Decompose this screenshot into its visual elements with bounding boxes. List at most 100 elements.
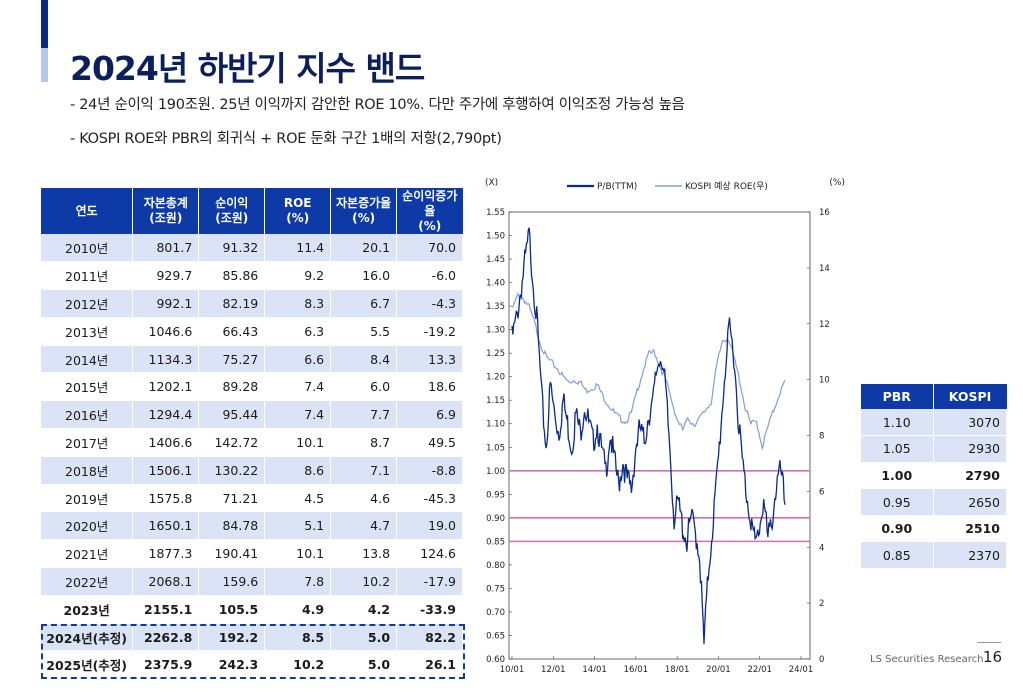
table-cell: 130.22 xyxy=(198,456,266,485)
table-cell: 18.6 xyxy=(396,372,463,402)
left-tick-label: 1.35 xyxy=(486,302,505,312)
left-tick-label: 0.80 xyxy=(486,561,505,571)
table-row: 2012년 992.1 82.19 8.3 6.7 -4.3 xyxy=(41,289,463,318)
left-tick-label: 1.05 xyxy=(486,443,505,453)
left-tick-label: 1.25 xyxy=(486,349,505,359)
table-header: 자본증가율 (%) xyxy=(330,188,398,234)
table-cell: 1650.1 xyxy=(132,511,200,541)
x-tick-label: 12/01 xyxy=(541,665,566,672)
table-row: 2020년 1650.1 84.78 5.1 4.7 19.0 xyxy=(41,511,463,541)
table-row: 2017년 1406.6 142.72 10.1 8.7 49.5 xyxy=(41,428,463,457)
table-cell: 2017년 xyxy=(41,428,134,457)
table-header: 순이익증가율 (%) xyxy=(396,188,463,234)
table-row: 2021년 1877.3 190.41 10.1 13.8 124.6 xyxy=(41,539,463,569)
table-cell: -4.3 xyxy=(396,289,463,318)
table-cell: 2375.9 xyxy=(132,650,200,680)
right-tick-label: 16 xyxy=(819,208,830,218)
left-tick-label: 0.70 xyxy=(486,608,505,618)
table-cell: 929.7 xyxy=(132,261,200,291)
table-cell: 1406.6 xyxy=(132,428,200,457)
side-table-cell: 1.00 xyxy=(861,462,934,490)
x-tick-label: 22/01 xyxy=(747,665,772,672)
right-tick-label: 2 xyxy=(819,599,824,609)
table-cell: 8.7 xyxy=(330,428,398,457)
table-cell: 4.7 xyxy=(330,511,398,541)
side-table-cell: 1.10 xyxy=(861,409,934,437)
table-cell: 5.5 xyxy=(330,317,398,346)
left-tick-label: 0.75 xyxy=(486,584,505,594)
table-cell: 4.2 xyxy=(330,595,398,624)
table-cell: 2019년 xyxy=(41,484,134,513)
table-cell: 8.3 xyxy=(264,289,332,318)
footer-brand: LS Securities Research xyxy=(870,654,984,665)
left-tick-label: 1.45 xyxy=(486,255,505,265)
left-tick-label: 1.50 xyxy=(486,232,505,242)
table-cell: 91.32 xyxy=(198,234,266,263)
table-cell: -45.3 xyxy=(396,484,463,513)
table-cell: 2021년 xyxy=(41,539,134,569)
table-cell: 4.6 xyxy=(330,484,398,513)
table-row: 2024년(추정) 2262.8 192.2 8.5 5.0 82.2 xyxy=(41,623,463,652)
table-header: 자본총계 (조원) xyxy=(132,188,200,234)
table-header: 순이익 (조원) xyxy=(198,188,266,234)
table-cell: 7.1 xyxy=(330,456,398,485)
table-cell: 6.9 xyxy=(396,400,463,430)
left-tick-label: 1.15 xyxy=(486,396,505,406)
table-cell: 49.5 xyxy=(396,428,463,457)
table-cell: 7.4 xyxy=(264,400,332,430)
table-row: 2015년 1202.1 89.28 7.4 6.0 18.6 xyxy=(41,372,463,402)
table-cell: 142.72 xyxy=(198,428,266,457)
table-cell: 13.3 xyxy=(396,345,463,374)
table-row: 2014년 1134.3 75.27 6.6 8.4 13.3 xyxy=(41,345,463,374)
table-cell: 9.2 xyxy=(264,261,332,291)
table-cell: 5.0 xyxy=(330,623,398,652)
table-cell: 10.1 xyxy=(264,539,332,569)
side-table-row: 1.10 3070 xyxy=(861,409,1007,437)
table-row: 2023년 2155.1 105.5 4.9 4.2 -33.9 xyxy=(41,595,463,624)
table-cell: 6.6 xyxy=(264,345,332,374)
side-table-header: PBR xyxy=(861,384,934,409)
table-cell: 7.4 xyxy=(264,372,332,402)
table-cell: 159.6 xyxy=(198,567,266,596)
table-cell: 5.1 xyxy=(264,511,332,541)
right-tick-label: 14 xyxy=(819,264,830,274)
table-cell: 105.5 xyxy=(198,595,266,624)
side-table-cell: 0.95 xyxy=(861,488,934,516)
table-row: 2019년 1575.8 71.21 4.5 4.6 -45.3 xyxy=(41,484,463,513)
table-cell: 85.86 xyxy=(198,261,266,291)
side-table-cell: 2370 xyxy=(933,541,1007,570)
table-cell: 19.0 xyxy=(396,511,463,541)
table-row: 2016년 1294.4 95.44 7.4 7.7 6.9 xyxy=(41,400,463,430)
page-number: 16 xyxy=(983,648,1003,666)
left-tick-label: 1.20 xyxy=(486,373,505,383)
table-cell: 10.2 xyxy=(330,567,398,596)
table-cell: 1046.6 xyxy=(132,317,200,346)
table-cell: 1506.1 xyxy=(132,456,200,485)
left-tick-label: 1.40 xyxy=(486,279,505,289)
table-cell: 10.1 xyxy=(264,428,332,457)
left-axis-unit: (X) xyxy=(485,178,498,188)
table-cell: 4.9 xyxy=(264,595,332,624)
table-cell: 2012년 xyxy=(41,289,134,318)
table-cell: 992.1 xyxy=(132,289,200,318)
table-cell: 75.27 xyxy=(198,345,266,374)
table-cell: 2014년 xyxy=(41,345,134,374)
table-cell: -17.9 xyxy=(396,567,463,596)
table-cell: 5.0 xyxy=(330,650,398,680)
table-cell: 82.19 xyxy=(198,289,266,318)
pbr-kospi-table: PBR KOSPI 1.10 3070 1.05 2930 1.00 2790 0.95 265… xyxy=(861,384,1007,570)
table-cell: 2018년 xyxy=(41,456,134,485)
table-cell: -33.9 xyxy=(396,595,463,624)
table-cell: 13.8 xyxy=(330,539,398,569)
table-cell: 2011년 xyxy=(41,261,134,291)
x-tick-label: 18/01 xyxy=(665,665,690,672)
left-tick-label: 1.10 xyxy=(486,420,505,430)
side-table-cell: 3070 xyxy=(933,409,1007,437)
table-cell: 1877.3 xyxy=(132,539,200,569)
table-row: 2010년 801.7 91.32 11.4 20.1 70.0 xyxy=(41,234,463,263)
right-tick-label: 10 xyxy=(819,376,830,386)
left-tick-label: 0.65 xyxy=(486,631,505,641)
table-row: 2013년 1046.6 66.43 6.3 5.5 -19.2 xyxy=(41,317,463,346)
table-cell: 2016년 xyxy=(41,400,134,430)
side-table-cell: 2650 xyxy=(933,488,1007,516)
